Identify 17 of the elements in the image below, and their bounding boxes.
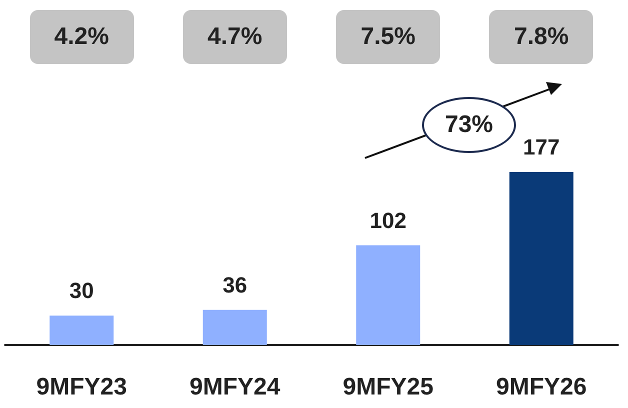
bar [202,310,267,345]
text: 7.8% [489,10,594,64]
bar [509,172,574,345]
x-tick-label: 9MFY26 [496,374,587,400]
data-label: 30 [69,278,94,304]
bar [50,316,114,345]
data-label: 177 [523,134,560,160]
x-tick-label: 9MFY25 [342,374,434,400]
text: 73% [422,97,516,153]
data-label: 102 [370,208,406,233]
text: 4.2% [30,10,134,64]
x-tick-label: 9MFY23 [36,374,127,400]
data-label: 36 [222,272,248,298]
bar [356,245,420,345]
text: 7.5% [336,10,440,64]
text: 4.7% [182,10,287,64]
x-tick-label: 9MFY24 [190,374,281,400]
